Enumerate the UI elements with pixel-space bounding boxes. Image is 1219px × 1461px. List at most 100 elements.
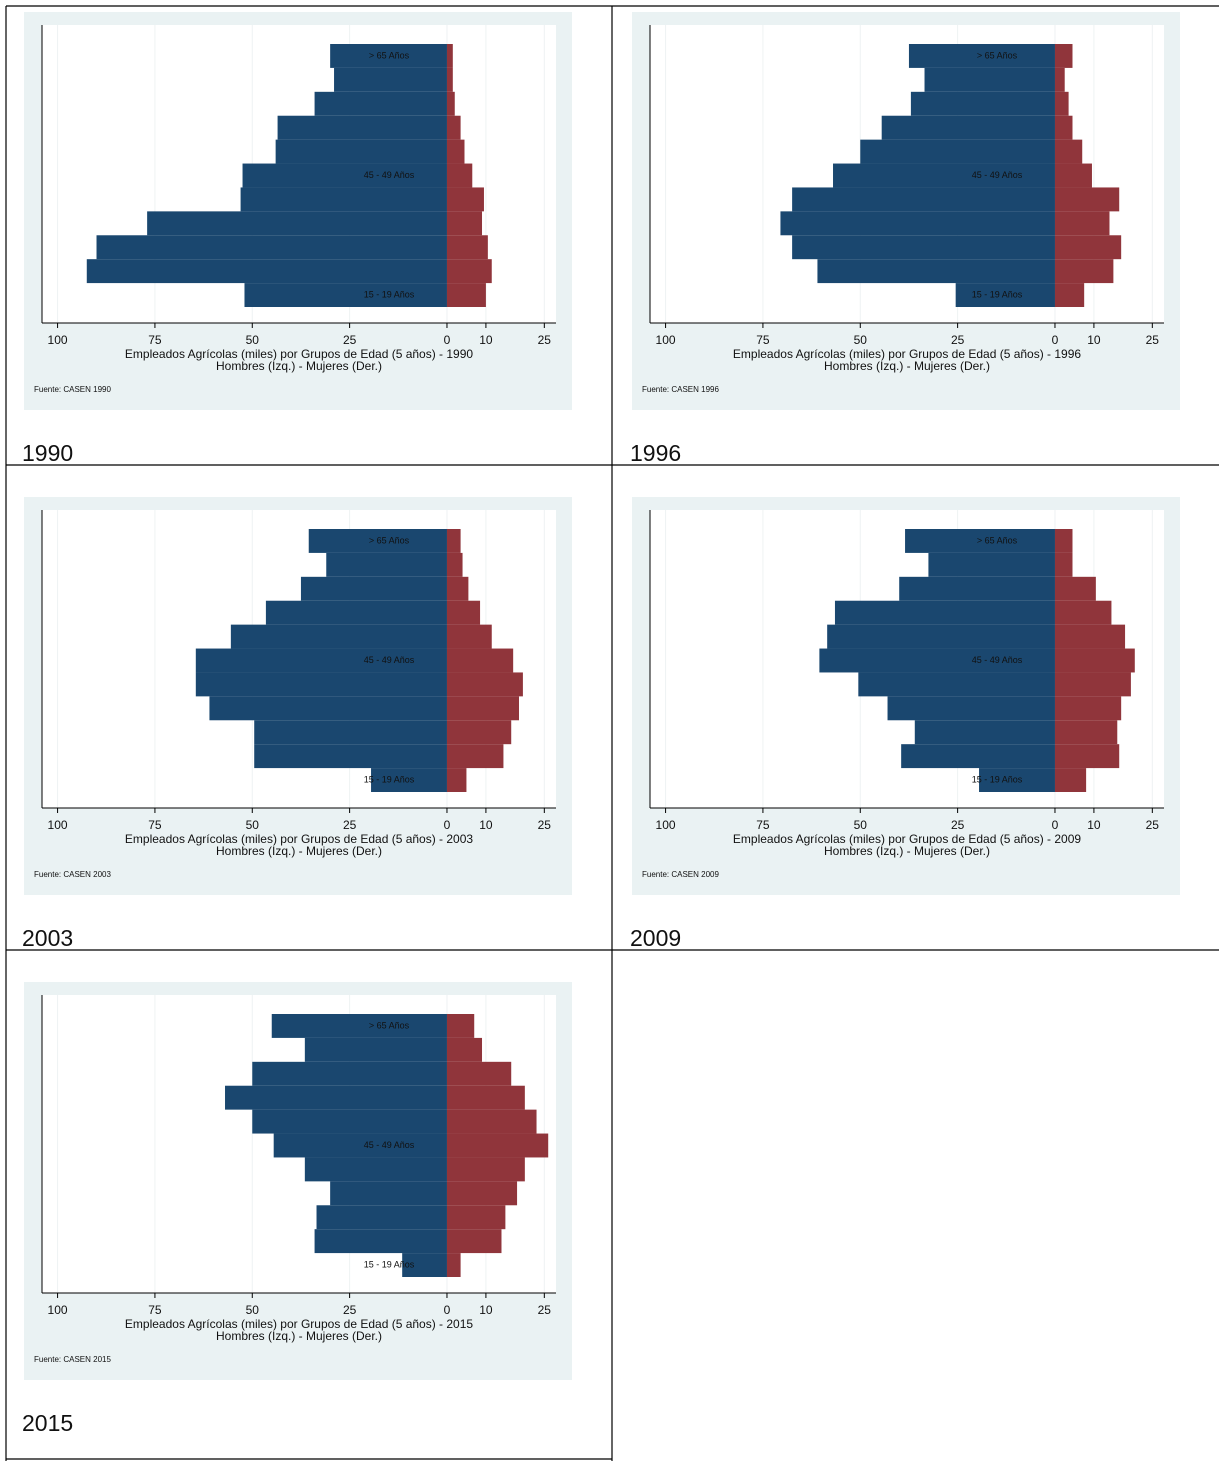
source-note: Fuente: CASEN 1990 [34, 385, 111, 394]
bar [446, 91, 455, 116]
bar [1054, 115, 1073, 140]
bar [96, 235, 447, 260]
bar [446, 259, 492, 284]
table-lines [5, 5, 1219, 1461]
bar [446, 115, 461, 140]
bar [881, 115, 1055, 140]
bar [147, 211, 447, 236]
x-tick-label: 75 [756, 818, 770, 832]
bar [446, 1037, 483, 1062]
chart: 100 75 50 25 0 10 25 15 - 19 Años 45 - 49 Años > … [24, 982, 572, 1380]
category-label: 45 - 49 Años [364, 170, 415, 180]
chart: 100 75 50 25 0 10 25 15 - 19 Años 45 - 49 Años > … [24, 497, 572, 895]
x-tick-label: 10 [1087, 818, 1101, 832]
x-axis-title: Empleados Agrícolas (miles) por Grupos d… [125, 347, 474, 361]
bar [1054, 67, 1065, 92]
x-tick-label: 75 [148, 818, 162, 832]
bar [330, 1181, 447, 1206]
x-tick-label: 75 [148, 333, 162, 347]
bar [300, 576, 447, 601]
x-tick-label: 25 [1146, 333, 1160, 347]
bar [446, 624, 492, 649]
bar [446, 1229, 502, 1254]
bar [446, 696, 520, 721]
x-tick-label: 0 [1052, 333, 1059, 347]
bar [314, 1229, 447, 1254]
bar [1054, 624, 1126, 649]
x-tick-label: 10 [479, 333, 493, 347]
chart: 100 75 50 25 0 10 25 15 - 19 Años 45 - 49 Años > … [632, 12, 1180, 410]
x-tick-label: 100 [656, 818, 676, 832]
x-axis-title: Empleados Agrícolas (miles) por Grupos d… [733, 347, 1082, 361]
bar [446, 744, 504, 769]
bar [446, 648, 514, 673]
bar [905, 529, 1055, 553]
x-tick-label: 0 [444, 818, 451, 832]
bar [446, 67, 453, 92]
category-label: 15 - 19 Años [364, 774, 415, 784]
bar [899, 576, 1055, 601]
bar [887, 696, 1055, 721]
source-note: Fuente: CASEN 2009 [642, 870, 719, 879]
x-tick-label: 25 [951, 818, 965, 832]
bar [860, 139, 1055, 164]
bar [955, 283, 1055, 307]
bar [308, 529, 447, 553]
bar [304, 1037, 447, 1062]
bar [316, 1205, 447, 1230]
bar [252, 1061, 447, 1086]
bar [446, 672, 523, 697]
x-tick-label: 100 [656, 333, 676, 347]
bar [1054, 600, 1112, 625]
bar [1054, 283, 1085, 307]
x-axis-subtitle: Hombres (Izq.) - Mujeres (Der.) [824, 844, 990, 858]
bar [273, 1133, 447, 1158]
bar [928, 552, 1055, 577]
bar [1054, 672, 1131, 697]
x-tick-label: 25 [951, 333, 965, 347]
x-axis-subtitle: Hombres (Izq.) - Mujeres (Der.) [824, 359, 990, 373]
x-axis-title: Empleados Agrícolas (miles) por Grupos d… [125, 1317, 474, 1331]
bar [446, 1157, 525, 1182]
bar [908, 44, 1055, 68]
bar [446, 1205, 506, 1230]
bar [402, 1253, 447, 1277]
bar [271, 1014, 447, 1038]
category-label: 15 - 19 Años [972, 774, 1023, 784]
cell-caption: 2015 [22, 1410, 73, 1436]
bar [446, 600, 481, 625]
bar [446, 1061, 512, 1086]
source-note: Fuente: CASEN 2015 [34, 1355, 111, 1364]
x-tick-label: 75 [756, 333, 770, 347]
bar [446, 1014, 475, 1038]
bar [1054, 552, 1073, 577]
category-label: > 65 Años [369, 1020, 410, 1030]
bar [446, 1253, 461, 1277]
x-tick-label: 25 [538, 333, 552, 347]
bar [1054, 720, 1118, 745]
x-tick-label: 10 [479, 1303, 493, 1317]
bar [314, 91, 447, 116]
bar [195, 672, 447, 697]
bar [446, 235, 488, 260]
x-tick-label: 10 [1087, 333, 1101, 347]
bar [1054, 768, 1087, 792]
bar [230, 624, 447, 649]
category-label: 45 - 49 Años [972, 655, 1023, 665]
bar [834, 600, 1055, 625]
bar [86, 259, 447, 284]
bar [209, 696, 447, 721]
bar [910, 91, 1055, 116]
category-label: 45 - 49 Años [364, 1140, 415, 1150]
bar [277, 115, 447, 140]
bar [901, 744, 1055, 769]
bar [446, 163, 473, 188]
category-label: 15 - 19 Años [972, 289, 1023, 299]
category-label: > 65 Años [977, 50, 1018, 60]
category-label: 45 - 49 Años [364, 655, 415, 665]
category-label: 15 - 19 Años [364, 1259, 415, 1269]
bar [1054, 744, 1120, 769]
x-tick-label: 100 [48, 1303, 68, 1317]
bar [446, 1109, 537, 1134]
cell-caption: 1990 [22, 440, 73, 466]
